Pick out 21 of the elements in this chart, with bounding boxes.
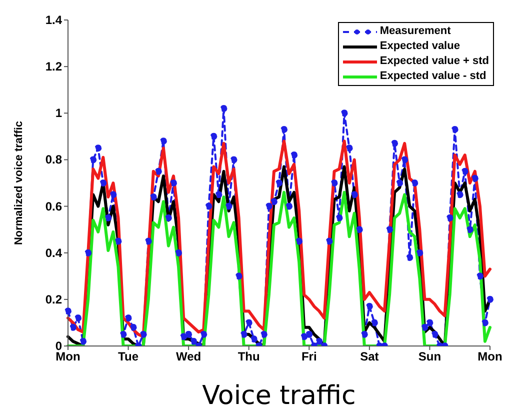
y-axis-title: Normalized voice traffic <box>12 120 25 246</box>
legend-label: Expected value - std <box>380 69 486 84</box>
x-tick-label: Thu <box>238 350 260 364</box>
x-tick-label: Tue <box>118 350 139 364</box>
x-tick-label: Sat <box>360 350 379 364</box>
y-tick-label: 0.2 <box>45 292 62 306</box>
x-tick-label: Sun <box>418 350 442 364</box>
y-tick-label: 0.6 <box>45 199 62 214</box>
x-axis-title: Voice traffic <box>202 381 356 411</box>
legend-label: Expected value <box>380 39 460 54</box>
y-tick-label: 0.8 <box>45 152 62 167</box>
y-tick-label: 0.4 <box>45 246 62 260</box>
x-tick-label: Wed <box>176 350 202 364</box>
legend-label: Measurement <box>380 24 451 39</box>
y-tick-label: 1.2 <box>45 60 62 74</box>
y-tick-label: 1.4 <box>45 13 62 27</box>
legend-label: Expected value + std <box>380 54 489 69</box>
x-tick-label: Fri <box>301 350 317 364</box>
line-series <box>66 140 492 338</box>
x-tick-label: Mon <box>478 350 502 364</box>
y-tick-label: 1 <box>55 106 62 120</box>
